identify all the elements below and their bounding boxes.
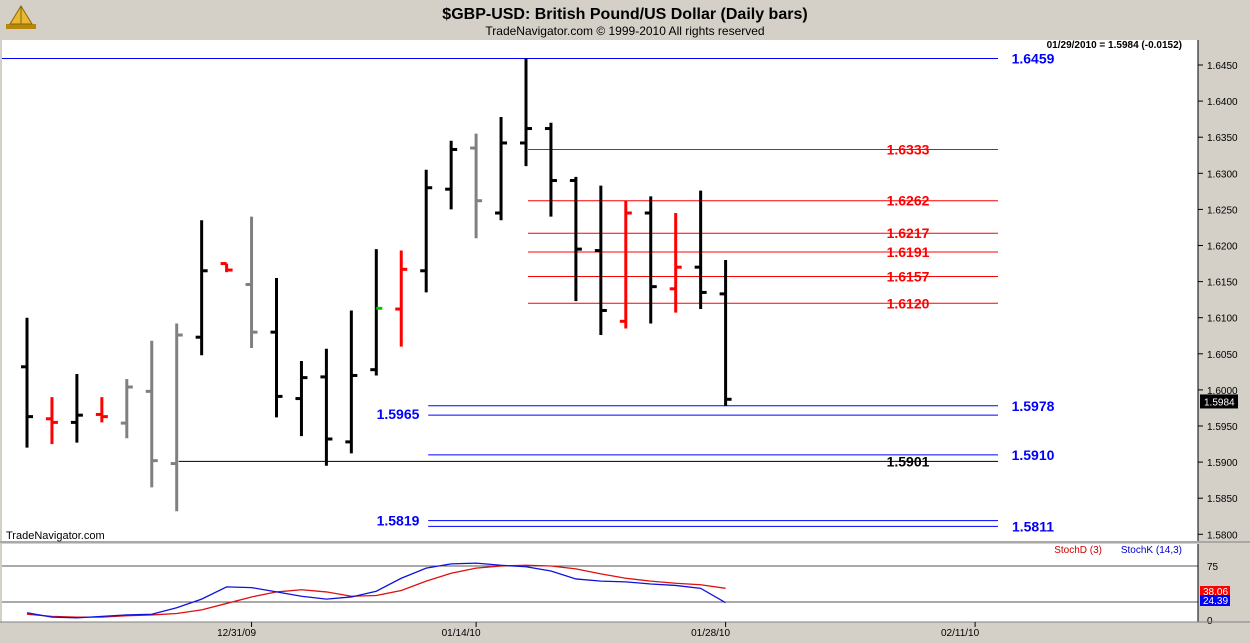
level-label: 1.5978 — [1012, 398, 1055, 414]
stochd-value-label: 38.06 — [1203, 587, 1228, 598]
ohlc-bars — [21, 58, 732, 512]
date-tick-label: 01/28/10 — [691, 628, 730, 639]
price-tick-label: 1.6250 — [1207, 205, 1238, 216]
price-tick-label: 1.5900 — [1207, 458, 1238, 469]
stochd-value-tag — [1200, 586, 1230, 597]
stochastic-panel — [2, 544, 1198, 622]
price-tick-label: 1.6150 — [1207, 278, 1238, 289]
price-tick-label: 1.6200 — [1207, 242, 1238, 253]
level-label: 1.5811 — [1012, 518, 1054, 534]
price-axis: 1.6450 1.6400 1.6350 1.6300 1.6250 1.6200 1.61… — [1197, 40, 1238, 541]
level-label: 1.5910 — [1012, 447, 1055, 463]
stoch-line-k — [26, 562, 726, 619]
level-label: 1.6120 — [887, 295, 930, 311]
stoch-line-d — [26, 564, 726, 618]
level-label: 1.6333 — [887, 141, 930, 157]
price-tick-label: 1.6450 — [1207, 61, 1238, 72]
date-axis: 12/31/09 01/14/10 01/28/10 02/11/10 — [0, 621, 1250, 639]
level-lines: 1.6459 1.6333 1.6262 1.6217 1.6191 1.6157 1.61… — [2, 51, 1055, 534]
stoch-tick-label: 75 — [1207, 562, 1219, 573]
stochk-value-tag — [1200, 595, 1230, 606]
price-tick-label: 1.6350 — [1207, 133, 1238, 144]
level-label: 1.5965 — [377, 406, 420, 422]
level-label: 1.6262 — [887, 193, 930, 209]
date-tick-label: 12/31/09 — [217, 628, 256, 639]
price-tick-label: 1.6300 — [1207, 169, 1238, 180]
level-label: 1.6459 — [1012, 51, 1055, 67]
date-tick-label: 02/11/10 — [941, 628, 980, 639]
tradenavigator-logo-icon[interactable] — [6, 5, 36, 29]
level-label: 1.6217 — [887, 225, 930, 241]
price-tick-label: 1.6400 — [1207, 97, 1238, 108]
watermark-text: TradeNavigator.com — [6, 530, 105, 542]
stochk-value-label: 24.39 — [1203, 596, 1228, 607]
price-tick-label: 1.6000 — [1207, 386, 1238, 397]
price-tick-label: 1.5950 — [1207, 422, 1238, 433]
last-price-label: 1.5984 — [1204, 397, 1235, 408]
level-label: 1.5901 — [887, 453, 930, 469]
copyright-text: TradeNavigator.com © 1999-2010 All right… — [485, 24, 764, 38]
last-quote-text: 01/29/2010 = 1.5984 (-0.0152) — [1047, 40, 1182, 51]
last-price-tag — [1200, 394, 1238, 409]
price-tick-label: 1.5800 — [1207, 530, 1238, 541]
price-tick-label: 1.5850 — [1207, 494, 1238, 505]
date-tick-label: 01/14/10 — [442, 628, 481, 639]
level-label: 1.6157 — [887, 269, 930, 285]
price-tick-label: 1.6100 — [1207, 314, 1238, 325]
chart-title: $GBP-USD: British Pound/US Dollar (Daily… — [442, 6, 807, 23]
stochk-legend: StochK (14,3) — [1121, 545, 1182, 556]
stochd-legend: StochD (3) — [1054, 545, 1102, 556]
level-label: 1.6191 — [887, 244, 930, 260]
price-tick-label: 1.6050 — [1207, 350, 1238, 361]
level-label: 1.5819 — [377, 513, 420, 529]
